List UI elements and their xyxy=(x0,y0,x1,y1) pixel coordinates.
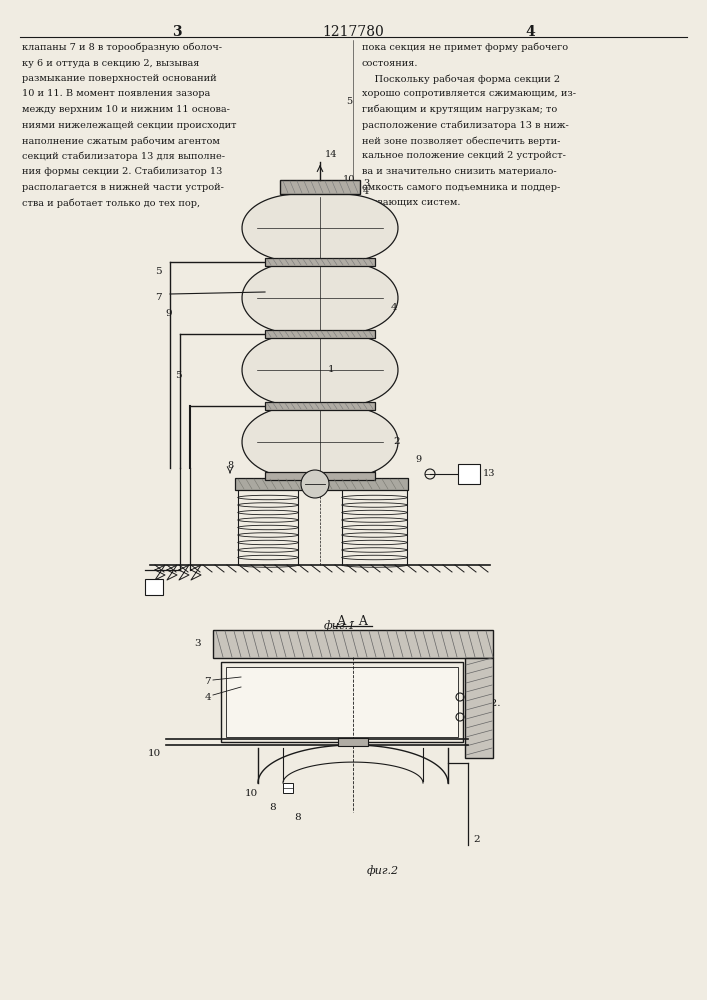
Text: 1: 1 xyxy=(328,365,334,374)
Text: 7: 7 xyxy=(204,678,211,686)
Text: Поскольку рабочая форма секции 2: Поскольку рабочая форма секции 2 xyxy=(362,74,560,84)
Text: клапаны 7 и 8 в торообразную оболоч-: клапаны 7 и 8 в торообразную оболоч- xyxy=(22,43,222,52)
Text: гибающим и крутящим нагрузкам; то: гибающим и крутящим нагрузкам; то xyxy=(362,105,557,114)
Text: емкость самого подъемника и поддер-: емкость самого подъемника и поддер- xyxy=(362,182,560,192)
Text: 4: 4 xyxy=(363,188,369,196)
Text: наполнение сжатым рабочим агентом: наполнение сжатым рабочим агентом xyxy=(22,136,220,145)
Text: 12.: 12. xyxy=(485,700,501,708)
Bar xyxy=(338,738,368,746)
Text: 3: 3 xyxy=(173,25,182,39)
Text: 8: 8 xyxy=(227,460,233,470)
Bar xyxy=(213,630,493,658)
Bar xyxy=(265,258,375,266)
Text: пока секция не примет форму рабочего: пока секция не примет форму рабочего xyxy=(362,43,568,52)
Bar xyxy=(221,662,463,742)
Text: 9: 9 xyxy=(415,454,421,464)
Text: ния формы секции 2. Стабилизатор 13: ния формы секции 2. Стабилизатор 13 xyxy=(22,167,223,176)
Text: живающих систем.: живающих систем. xyxy=(362,198,460,207)
Text: 1217780: 1217780 xyxy=(322,25,384,39)
Text: 10: 10 xyxy=(245,788,258,798)
Polygon shape xyxy=(242,406,398,478)
Text: 4: 4 xyxy=(204,692,211,702)
Text: 13: 13 xyxy=(483,470,496,479)
Text: ства и работает только до тех пор,: ства и работает только до тех пор, xyxy=(22,198,200,208)
Text: ниями нижележащей секции происходит: ниями нижележащей секции происходит xyxy=(22,120,237,129)
Text: 7: 7 xyxy=(156,292,162,302)
Text: расположение стабилизатора 13 в ниж-: расположение стабилизатора 13 в ниж- xyxy=(362,120,568,130)
Text: 3: 3 xyxy=(363,178,369,188)
Bar xyxy=(145,579,163,595)
Text: секций стабилизатора 13 для выполне-: секций стабилизатора 13 для выполне- xyxy=(22,151,225,161)
Text: 10: 10 xyxy=(148,750,161,758)
Bar xyxy=(265,402,375,410)
Text: 8: 8 xyxy=(269,804,276,812)
Text: 5: 5 xyxy=(175,371,182,380)
Text: 9: 9 xyxy=(165,310,172,318)
Text: 3: 3 xyxy=(194,640,201,648)
Text: 14: 14 xyxy=(325,150,337,159)
Bar xyxy=(265,330,375,338)
Circle shape xyxy=(301,470,329,498)
Text: фиг.1: фиг.1 xyxy=(324,620,356,631)
Bar xyxy=(283,783,293,793)
Text: ней зоне позволяет обеспечить верти-: ней зоне позволяет обеспечить верти- xyxy=(362,136,561,145)
Text: 5: 5 xyxy=(156,267,162,276)
Polygon shape xyxy=(242,334,398,406)
Text: 2: 2 xyxy=(393,438,399,446)
Polygon shape xyxy=(242,262,398,334)
Text: 4: 4 xyxy=(525,25,535,39)
Text: 10 и 11. В момент появления зазора: 10 и 11. В момент появления зазора xyxy=(22,90,210,99)
Text: ку 6 и оттуда в секцию 2, вызывая: ку 6 и оттуда в секцию 2, вызывая xyxy=(22,58,199,68)
Text: фиг.2: фиг.2 xyxy=(367,865,399,876)
Text: 10: 10 xyxy=(343,175,355,184)
Text: А - А: А - А xyxy=(337,615,368,628)
Text: между верхним 10 и нижним 11 основа-: между верхним 10 и нижним 11 основа- xyxy=(22,105,230,114)
Text: 6: 6 xyxy=(372,458,378,466)
Text: располагается в нижней части устрой-: располагается в нижней части устрой- xyxy=(22,182,224,192)
Text: 14: 14 xyxy=(325,458,336,466)
Polygon shape xyxy=(242,194,398,262)
Bar xyxy=(235,478,408,490)
Text: размыкание поверхностей оснований: размыкание поверхностей оснований xyxy=(22,74,216,83)
Bar xyxy=(458,464,480,484)
Bar xyxy=(280,180,360,194)
Text: хорошо сопротивляется сжимающим, из-: хорошо сопротивляется сжимающим, из- xyxy=(362,90,576,99)
Text: 4: 4 xyxy=(391,304,397,312)
Bar xyxy=(465,658,493,758)
Bar xyxy=(265,472,375,480)
Text: 8: 8 xyxy=(295,814,301,822)
Text: ва и значительно снизить материало-: ва и значительно снизить материало- xyxy=(362,167,556,176)
Text: кальное положение секций 2 устройст-: кальное положение секций 2 устройст- xyxy=(362,151,566,160)
Text: 5: 5 xyxy=(346,97,352,106)
Bar xyxy=(226,667,458,737)
Text: 2: 2 xyxy=(473,836,479,844)
Text: состояния.: состояния. xyxy=(362,58,419,68)
